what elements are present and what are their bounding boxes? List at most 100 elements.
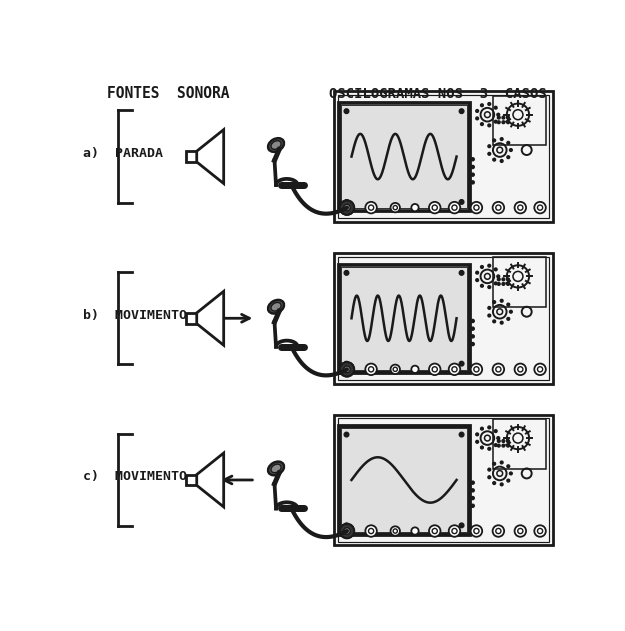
Circle shape: [509, 310, 512, 313]
Circle shape: [498, 440, 500, 442]
Circle shape: [502, 444, 505, 447]
Circle shape: [492, 202, 504, 213]
Circle shape: [366, 202, 377, 213]
Circle shape: [488, 307, 491, 309]
Text: c)  MOVIMENTO: c) MOVIMENTO: [82, 470, 187, 483]
Circle shape: [344, 204, 350, 211]
Bar: [341, 105, 467, 208]
Polygon shape: [197, 129, 224, 184]
Circle shape: [340, 201, 354, 215]
Circle shape: [471, 165, 474, 168]
Circle shape: [488, 447, 491, 450]
Circle shape: [494, 106, 497, 109]
Circle shape: [459, 432, 464, 437]
Ellipse shape: [271, 302, 281, 311]
Circle shape: [449, 202, 460, 213]
Circle shape: [507, 479, 509, 482]
Circle shape: [507, 121, 509, 124]
Circle shape: [471, 481, 474, 484]
Circle shape: [411, 204, 419, 211]
Circle shape: [488, 145, 491, 148]
Bar: [334, 253, 553, 384]
Circle shape: [502, 116, 505, 119]
Circle shape: [488, 153, 491, 155]
Circle shape: [340, 524, 354, 538]
Circle shape: [471, 202, 482, 213]
Circle shape: [481, 104, 483, 107]
Circle shape: [476, 110, 479, 112]
Circle shape: [488, 286, 491, 288]
Circle shape: [340, 524, 354, 538]
Ellipse shape: [268, 300, 284, 314]
Circle shape: [476, 433, 479, 436]
Circle shape: [340, 362, 354, 377]
Circle shape: [507, 283, 509, 285]
Circle shape: [391, 365, 400, 374]
Circle shape: [340, 362, 354, 377]
Bar: [493, 257, 546, 307]
Circle shape: [488, 124, 491, 127]
Circle shape: [509, 149, 512, 151]
Circle shape: [488, 264, 491, 267]
Circle shape: [507, 116, 509, 119]
Circle shape: [500, 138, 503, 141]
Bar: [338, 264, 469, 373]
Circle shape: [459, 271, 464, 275]
Bar: [493, 96, 546, 146]
Bar: [338, 425, 469, 534]
Circle shape: [459, 362, 464, 366]
Circle shape: [488, 103, 491, 105]
Bar: [341, 428, 467, 531]
Text: a)  PARADA: a) PARADA: [82, 147, 162, 160]
Circle shape: [497, 437, 499, 439]
Circle shape: [471, 489, 474, 492]
Bar: [340, 265, 468, 372]
Bar: [338, 418, 549, 541]
Bar: [186, 475, 197, 485]
Circle shape: [471, 343, 474, 346]
Circle shape: [502, 440, 505, 442]
Circle shape: [502, 283, 505, 285]
Circle shape: [471, 158, 474, 161]
Bar: [341, 267, 467, 370]
Circle shape: [494, 282, 497, 285]
Circle shape: [494, 430, 497, 432]
Circle shape: [471, 335, 474, 338]
Circle shape: [498, 121, 500, 124]
Circle shape: [488, 476, 491, 479]
Circle shape: [492, 525, 504, 537]
Circle shape: [492, 158, 496, 161]
Circle shape: [534, 202, 546, 213]
Circle shape: [514, 202, 526, 213]
Circle shape: [494, 268, 497, 271]
Circle shape: [507, 278, 509, 281]
Circle shape: [340, 201, 354, 215]
Circle shape: [500, 299, 503, 302]
Circle shape: [497, 275, 499, 278]
Circle shape: [411, 528, 419, 534]
Circle shape: [449, 363, 460, 375]
Circle shape: [471, 327, 474, 330]
Circle shape: [481, 427, 483, 430]
Circle shape: [459, 523, 464, 528]
Circle shape: [471, 181, 474, 184]
Circle shape: [507, 317, 509, 321]
Circle shape: [494, 121, 497, 123]
Circle shape: [411, 365, 419, 373]
Circle shape: [471, 525, 482, 537]
Circle shape: [471, 173, 474, 176]
Bar: [338, 257, 549, 380]
Circle shape: [500, 483, 503, 486]
Circle shape: [344, 366, 350, 372]
Bar: [340, 427, 468, 533]
Circle shape: [476, 279, 479, 281]
Circle shape: [481, 285, 483, 287]
Bar: [334, 415, 553, 545]
Circle shape: [481, 266, 483, 268]
Bar: [334, 91, 553, 222]
Circle shape: [507, 141, 509, 144]
Circle shape: [492, 481, 496, 485]
Circle shape: [471, 504, 474, 507]
Circle shape: [366, 525, 377, 537]
Bar: [340, 103, 468, 209]
